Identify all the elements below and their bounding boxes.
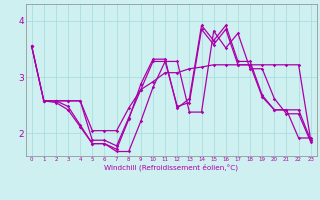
X-axis label: Windchill (Refroidissement éolien,°C): Windchill (Refroidissement éolien,°C) (104, 164, 238, 171)
